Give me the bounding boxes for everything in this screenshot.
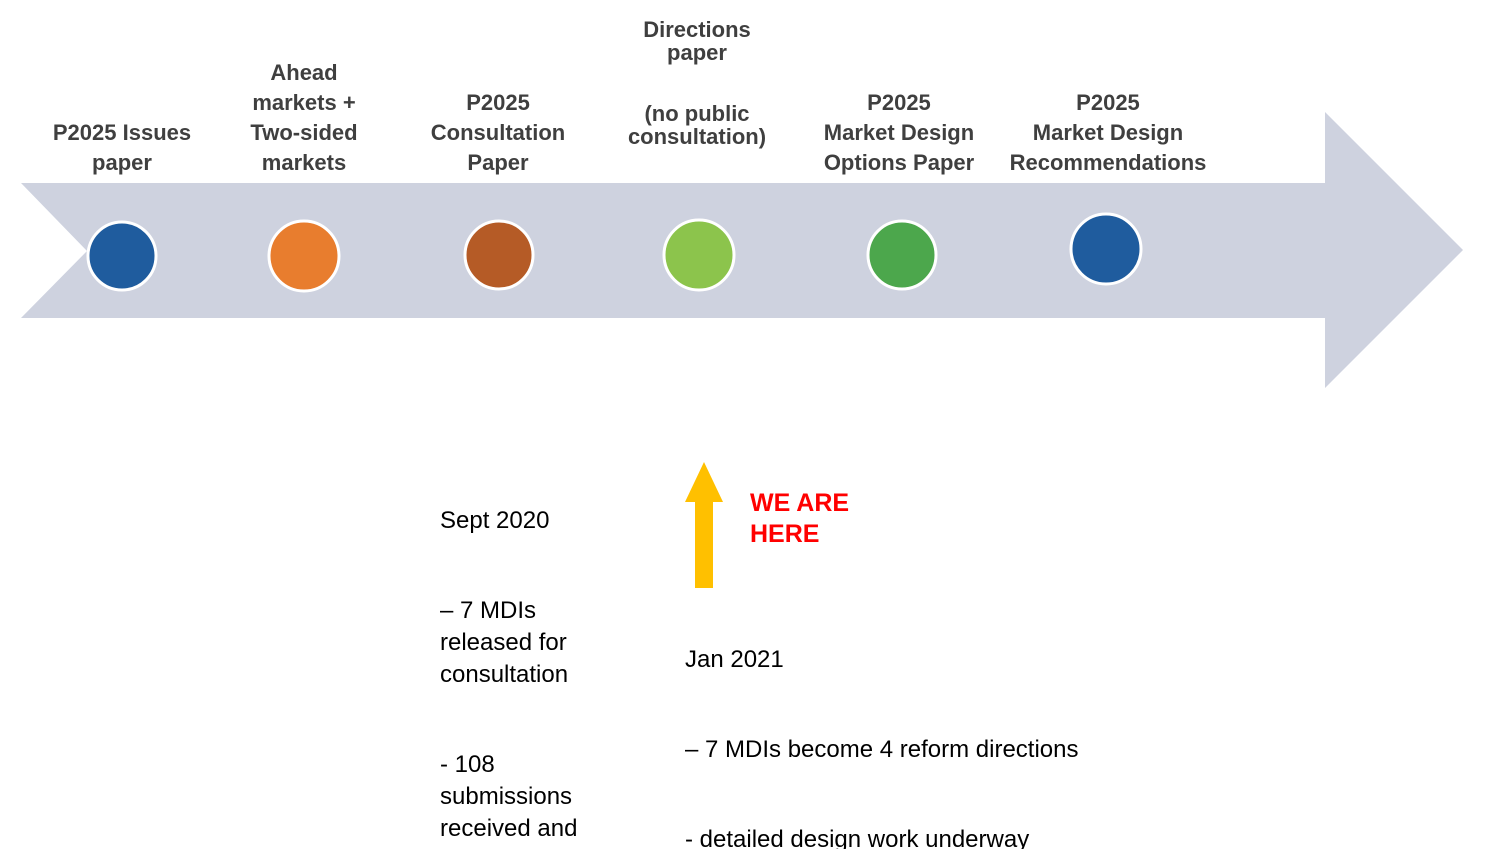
note-sept-2020-item-1: – 7 MDIs released for consultation (440, 597, 569, 688)
milestone-dot-recommendations (1069, 212, 1143, 286)
note-jan-2021-item-1: – 7 MDIs become 4 reform directions (685, 736, 1079, 763)
milestone-label-directions-sub: (no public consultation) (627, 101, 767, 149)
milestone-label-issues-paper: P2025 Issues paper (52, 120, 192, 175)
we-are-here-label: WE ARE HERE (750, 489, 850, 548)
milestone-dot-issues-paper (86, 220, 158, 292)
milestone-label-consultation-paper: P2025 Consultation Paper (430, 90, 566, 175)
milestone-label-directions-main: Directions paper (643, 17, 751, 65)
milestone-label-recommendations: P2025 Market Design Recommendations (1009, 90, 1207, 175)
milestone-label-options-paper: P2025 Market Design Options Paper (823, 90, 975, 175)
milestone-dot-ahead-markets (267, 219, 341, 293)
milestone-dot-consultation-paper (463, 219, 535, 291)
milestone-dot-options-paper (866, 219, 938, 291)
timeline-arrow (21, 112, 1463, 388)
note-jan-2021-date: Jan 2021 (685, 646, 784, 673)
milestone-label-directions-paper: Directions paper (no public consultation… (628, 0, 766, 178)
milestone-label-ahead-markets: Ahead markets + Two-sided markets (250, 60, 358, 175)
up-arrow-icon (685, 462, 723, 588)
note-sept-2020-date: Sept 2020 (440, 507, 550, 534)
note-jan-2021: Jan 2021 – 7 MDIs become 4 reform direct… (685, 612, 1078, 849)
milestone-dot-directions-paper (662, 218, 736, 292)
note-sept-2020-item-2: - 108 submissions received and considere… (440, 751, 578, 849)
note-jan-2021-item-2: - detailed design work underway (685, 826, 1030, 849)
note-sept-2020: Sept 2020 – 7 MDIs released for consulta… (440, 473, 615, 849)
